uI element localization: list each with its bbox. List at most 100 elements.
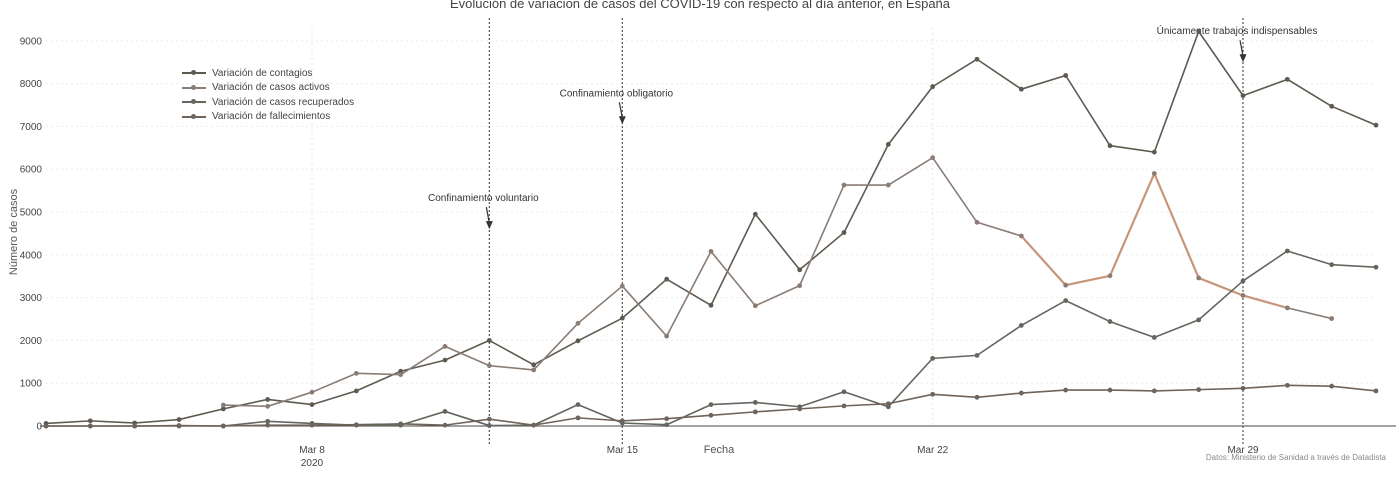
data-point bbox=[1284, 305, 1290, 311]
series-lines bbox=[43, 29, 1379, 429]
data-point bbox=[619, 283, 625, 289]
data-point bbox=[1240, 385, 1246, 391]
data-point bbox=[265, 418, 271, 424]
series-0 bbox=[43, 29, 1379, 426]
data-point bbox=[974, 56, 980, 62]
data-point bbox=[309, 422, 315, 428]
data-point bbox=[708, 412, 714, 418]
data-point bbox=[1373, 264, 1379, 270]
data-point bbox=[1284, 248, 1290, 254]
legend-swatch-fallecimientos bbox=[182, 113, 206, 121]
data-point bbox=[442, 357, 448, 363]
data-point bbox=[841, 182, 847, 188]
data-point bbox=[1329, 262, 1335, 268]
legend-label-fallecimientos: Variación de fallecimientos bbox=[212, 111, 331, 123]
data-point bbox=[619, 315, 625, 321]
data-point bbox=[708, 248, 714, 254]
y-tick-label: 7000 bbox=[20, 122, 43, 133]
legend-swatch-activos bbox=[182, 84, 206, 92]
source-note: Datos: Ministerio de Sanidad a través de… bbox=[1205, 453, 1386, 462]
data-point bbox=[353, 388, 359, 394]
legend-item-contagios: Variación de contagios bbox=[182, 66, 354, 81]
data-point bbox=[220, 423, 226, 429]
chart-title: Evolución de variacion de casos del COVI… bbox=[449, 0, 951, 11]
data-point bbox=[1196, 387, 1202, 393]
x-tick-label: Mar 29 bbox=[1227, 445, 1259, 456]
data-point bbox=[664, 276, 670, 282]
y-tick-label: 1000 bbox=[20, 379, 43, 390]
annotation-arrowhead bbox=[618, 116, 626, 125]
x-axis: Mar 8 2020 Mar 15 Mar 22 Mar 29 bbox=[299, 445, 1259, 469]
y-tick-label: 0 bbox=[36, 422, 42, 433]
data-point bbox=[974, 352, 980, 358]
data-point bbox=[797, 283, 803, 289]
data-point bbox=[442, 344, 448, 349]
data-point bbox=[1329, 383, 1335, 389]
data-point bbox=[752, 400, 758, 405]
data-point bbox=[930, 84, 936, 90]
data-point bbox=[309, 402, 315, 408]
data-point bbox=[1196, 317, 1202, 323]
data-point bbox=[1018, 233, 1024, 239]
data-point bbox=[752, 211, 758, 217]
data-point bbox=[575, 320, 581, 326]
x-axis-label: Fecha bbox=[703, 444, 735, 456]
x-tick-label: Mar 22 bbox=[917, 445, 949, 456]
data-point bbox=[1151, 388, 1157, 394]
data-point bbox=[486, 416, 492, 422]
y-tick-label: 4000 bbox=[20, 250, 43, 261]
data-point bbox=[1284, 382, 1290, 388]
data-point bbox=[1196, 29, 1202, 34]
data-point bbox=[1240, 93, 1246, 99]
data-point bbox=[885, 401, 891, 407]
data-point bbox=[176, 423, 182, 429]
data-point bbox=[1107, 319, 1113, 324]
y-tick-label: 2000 bbox=[20, 336, 43, 347]
legend-item-activos: Variación de casos activos bbox=[182, 81, 354, 96]
data-point bbox=[974, 394, 980, 400]
annotation-arrowhead bbox=[485, 221, 493, 230]
data-point bbox=[1373, 122, 1379, 128]
legend-label-recuperados: Variación de casos recuperados bbox=[212, 96, 355, 108]
legend-item-fallecimientos: Variación de fallecimientos bbox=[182, 110, 354, 125]
data-point bbox=[531, 362, 537, 368]
legend-swatch-recuperados bbox=[182, 98, 206, 106]
data-point bbox=[1107, 387, 1113, 393]
data-point bbox=[442, 422, 448, 428]
data-point bbox=[1240, 278, 1246, 284]
data-point bbox=[220, 402, 226, 408]
data-point bbox=[797, 267, 803, 273]
data-point bbox=[664, 416, 670, 422]
data-point bbox=[841, 230, 847, 235]
data-point bbox=[1063, 282, 1069, 288]
event-annotation: Confinamiento voluntario bbox=[428, 193, 539, 204]
annotation-arrow-shaft bbox=[485, 207, 490, 224]
x-tick-label: Mar 15 bbox=[607, 445, 639, 456]
data-point bbox=[265, 403, 271, 409]
data-point bbox=[353, 422, 359, 428]
data-point bbox=[1107, 143, 1113, 149]
legend-label-contagios: Variación de contagios bbox=[212, 67, 313, 79]
data-point bbox=[930, 355, 936, 361]
data-point bbox=[398, 421, 404, 427]
series-line-highlight bbox=[1020, 172, 1288, 309]
data-point bbox=[1151, 335, 1157, 340]
series-3 bbox=[43, 382, 1379, 429]
data-point bbox=[797, 406, 803, 412]
annotation-arrow-shaft bbox=[1239, 40, 1244, 57]
data-point bbox=[974, 219, 980, 225]
data-point bbox=[841, 403, 847, 409]
data-point bbox=[1063, 73, 1069, 78]
data-point bbox=[575, 338, 581, 344]
legend-swatch-contagios bbox=[182, 69, 206, 77]
y-tick-label: 3000 bbox=[20, 293, 43, 304]
data-point bbox=[885, 182, 891, 188]
legend-label-activos: Variación de casos activos bbox=[212, 82, 330, 94]
data-point bbox=[1373, 388, 1379, 394]
data-point bbox=[132, 423, 138, 429]
legend: Variación de contagios Variación de caso… bbox=[182, 66, 354, 124]
data-point bbox=[87, 423, 93, 429]
data-point bbox=[176, 417, 182, 422]
data-point bbox=[575, 415, 581, 421]
annotation-arrowhead bbox=[1239, 54, 1247, 63]
